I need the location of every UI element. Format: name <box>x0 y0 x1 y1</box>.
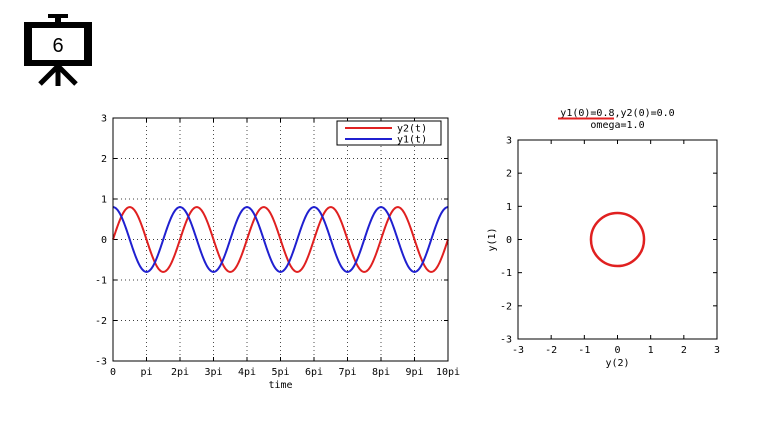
y-tick-label: -1 <box>95 276 107 287</box>
y-tick-label: 2 <box>506 169 512 180</box>
x-tick-label: 3pi <box>204 367 222 378</box>
legend-label-y1: y1(t) <box>397 135 427 146</box>
presentation-easel-icon: 6 <box>24 14 92 86</box>
y-tick-label: -1 <box>500 268 512 279</box>
x-tick-label: 0 <box>110 367 116 378</box>
y-tick-label: 0 <box>506 235 512 246</box>
phase-trajectory <box>589 211 646 268</box>
y-tick-label: 3 <box>506 136 512 147</box>
slide-number: 6 <box>52 35 63 57</box>
plot-frame <box>517 139 718 340</box>
x-tick-label: -2 <box>545 345 557 356</box>
series-line-y1t <box>112 206 449 273</box>
x-tick-label: 2 <box>681 345 687 356</box>
x-axis-label: y(2) <box>605 358 629 369</box>
x-tick-label: pi <box>140 367 152 378</box>
x-tick-label: 9pi <box>405 367 423 378</box>
phase-portrait-chart: y1(0)=0.8,y2(0)=0.0 omega=1.0 -3 -2 -1 0 1 2 3… <box>487 108 720 369</box>
y-tick-label: 1 <box>506 202 512 213</box>
x-tick-label: 8pi <box>372 367 390 378</box>
x-tick-label: 1 <box>648 345 654 356</box>
legend-box <box>336 120 442 146</box>
series-lines <box>112 206 449 273</box>
legend-label-y2: y2(t) <box>397 124 427 135</box>
y-tick-label: 3 <box>101 114 107 125</box>
chart-title-line2: omega=1.0 <box>590 120 644 131</box>
x-axis-label: time <box>268 380 292 391</box>
y-tick-label: 1 <box>101 195 107 206</box>
x-tick-label: 6pi <box>305 367 323 378</box>
y-tick-label: 2 <box>101 154 107 165</box>
chart-title-line1: y1(0)=0.8,y2(0)=0.0 <box>560 108 674 119</box>
legend: y2(t) y1(t) <box>336 120 442 146</box>
y-tick-label: 0 <box>101 235 107 246</box>
time-series-chart: 0 pi 2pi 3pi 4pi 5pi 6pi 7pi 8pi 9pi 10pi -3 -2 -1 0 1 2… <box>95 114 460 392</box>
tick-labels: 0 pi 2pi 3pi 4pi 5pi 6pi 7pi 8pi 9pi 10pi -3 -2 -1 0 1 2… <box>95 114 460 379</box>
y-tick-label: -2 <box>500 301 512 312</box>
x-tick-label: -1 <box>578 345 590 356</box>
x-tick-label: 10pi <box>436 367 460 378</box>
y-axis-label: y(1) <box>487 227 498 251</box>
series-line-y2t <box>112 206 449 273</box>
grid <box>113 118 448 361</box>
x-tick-label: -3 <box>512 345 524 356</box>
x-tick-label: 5pi <box>271 367 289 378</box>
series-lines <box>589 211 646 268</box>
y-tick-label: -3 <box>95 357 107 368</box>
x-tick-label: 0 <box>614 345 620 356</box>
x-tick-label: 2pi <box>171 367 189 378</box>
x-tick-label: 7pi <box>338 367 356 378</box>
y-tick-label: -3 <box>500 335 512 346</box>
y-tick-label: -2 <box>95 316 107 327</box>
tick-labels: -3 -2 -1 0 1 2 3 -3 -2 -1 0 1 2 3 <box>500 136 720 357</box>
x-tick-label: 4pi <box>238 367 256 378</box>
x-tick-label: 3 <box>714 345 720 356</box>
plot-frame <box>112 117 449 362</box>
